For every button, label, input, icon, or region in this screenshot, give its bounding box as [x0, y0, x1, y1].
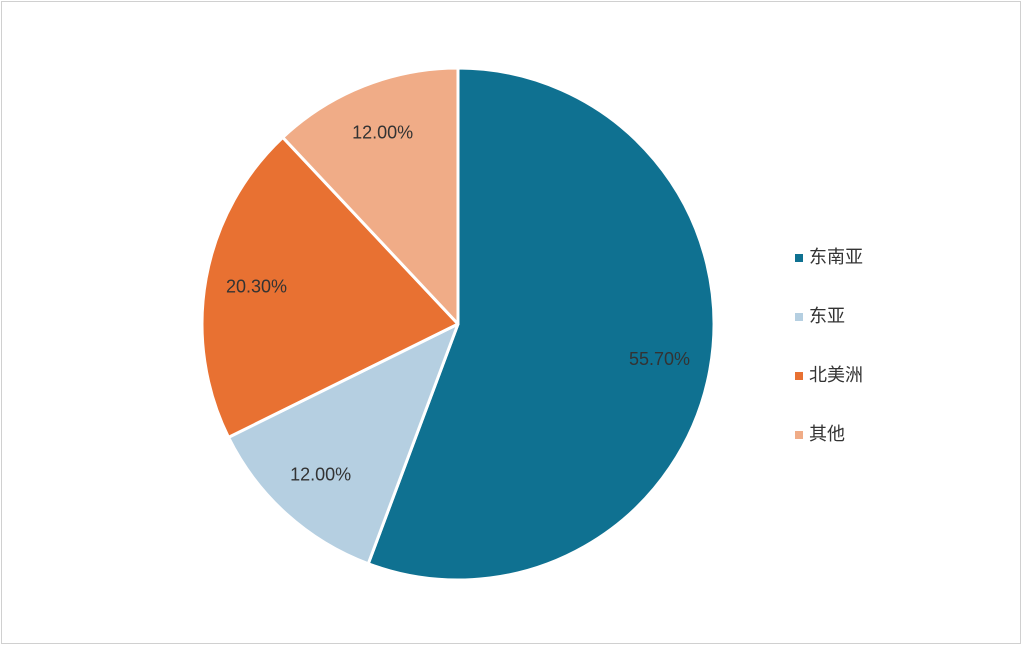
legend-label-3: 北美洲: [809, 365, 863, 385]
pie-slice-2: [226, 322, 460, 566]
legend-swatch-1: [795, 254, 803, 262]
legend-label-1: 东南亚: [809, 247, 863, 267]
slice-value-label-3: 20.30%: [226, 276, 287, 296]
legend-swatch-2: [795, 313, 803, 321]
slice-labels: 55.70% 12.00% 20.30% 12.00%: [226, 122, 690, 484]
pie-slice-1: [366, 66, 716, 582]
slice-value-label-2: 12.00%: [290, 465, 351, 485]
pie-slices: [200, 66, 716, 582]
slice-value-label-1: 55.70%: [629, 349, 690, 369]
pie-slice-4: [281, 66, 460, 326]
legend-label-2: 东亚: [809, 306, 845, 326]
legend-swatch-3: [795, 372, 803, 380]
legend-swatch-4: [795, 431, 803, 439]
slice-value-label-4: 12.00%: [352, 122, 413, 142]
pie-slice-3: [200, 135, 460, 439]
legend-label-4: 其他: [809, 424, 845, 444]
